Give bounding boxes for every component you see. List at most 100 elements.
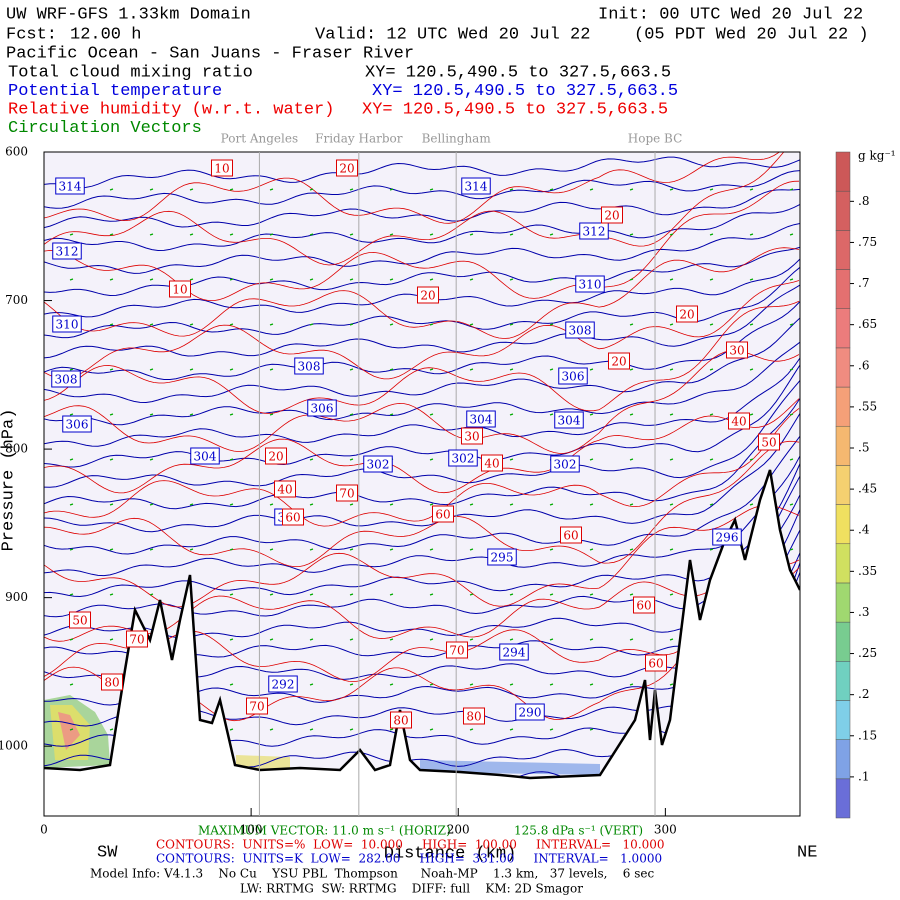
rh-label: 80 xyxy=(466,710,481,724)
rh-label: 40 xyxy=(277,483,292,497)
rh-label-box xyxy=(246,697,268,715)
rh-label: 20 xyxy=(611,355,626,369)
rh-label-box xyxy=(265,447,287,465)
vector xyxy=(269,278,274,281)
rh-label-box xyxy=(282,508,304,526)
vector xyxy=(709,368,714,371)
theta-label: 312 xyxy=(583,225,606,239)
vector xyxy=(109,278,114,281)
vector xyxy=(349,638,354,641)
vector xyxy=(629,233,634,236)
vector xyxy=(509,278,514,281)
vector xyxy=(789,503,794,506)
vector xyxy=(629,683,634,686)
vector xyxy=(389,503,394,506)
rh-contour xyxy=(44,567,800,683)
theta-contour xyxy=(44,455,800,577)
theta-label: 314 xyxy=(465,180,488,194)
vector xyxy=(509,638,514,641)
colorbar-bin xyxy=(835,543,851,584)
vector xyxy=(229,503,234,506)
theta-label: 306 xyxy=(311,402,334,416)
y-tick-label: 700 xyxy=(5,293,28,307)
vector xyxy=(229,728,234,731)
rh-label-box xyxy=(101,673,123,691)
vector xyxy=(509,368,514,371)
theta-contour xyxy=(44,475,800,618)
vector xyxy=(349,728,354,731)
vector xyxy=(789,233,794,236)
vector xyxy=(309,593,314,596)
max-vert: 125.8 dPa s⁻¹ (VERT) xyxy=(514,824,643,838)
rh-label-box xyxy=(336,484,358,502)
vector xyxy=(69,458,74,461)
vector xyxy=(549,548,554,551)
theta-label: 290 xyxy=(519,706,542,720)
colorbar-label: .2 xyxy=(858,687,869,701)
vector xyxy=(509,728,514,731)
theta-label-box xyxy=(62,415,92,433)
vector xyxy=(469,638,474,641)
vector xyxy=(589,638,594,641)
vector xyxy=(149,233,154,236)
y-tick-label: 1000 xyxy=(0,739,28,753)
x-axis-label: Distance (km) xyxy=(384,844,517,863)
vector xyxy=(189,188,194,191)
field-name: Total cloud mixing ratio xyxy=(8,63,253,82)
vector xyxy=(549,413,554,416)
vector xyxy=(589,188,594,191)
rh-label-box xyxy=(126,630,148,648)
rh-label: 10 xyxy=(214,162,229,176)
theta-contour xyxy=(44,341,800,426)
rh-label: 60 xyxy=(648,657,663,671)
vector xyxy=(549,593,554,596)
rh-contour xyxy=(44,152,800,266)
vector xyxy=(389,728,394,731)
colorbar-unit: g kg⁻¹ xyxy=(858,149,896,163)
vector xyxy=(269,548,274,551)
vector xyxy=(469,548,474,551)
vector xyxy=(349,323,354,326)
rh-contour xyxy=(44,350,800,454)
theta-label: 304 xyxy=(194,450,217,464)
theta-label-box xyxy=(554,411,584,429)
vector xyxy=(229,323,234,326)
rh-label-box xyxy=(417,286,439,304)
vector xyxy=(109,188,114,191)
vector xyxy=(229,638,234,641)
y-axis-label: Pressure (hPa) xyxy=(0,409,18,552)
theta-label-box xyxy=(515,703,545,721)
vector xyxy=(189,548,194,551)
rh-label: 60 xyxy=(285,511,300,525)
vector xyxy=(669,368,674,371)
vector xyxy=(229,458,234,461)
vector xyxy=(189,503,194,506)
vector xyxy=(269,593,274,596)
theta-label-box xyxy=(565,321,595,339)
colorbar-bin xyxy=(835,582,851,623)
location-label: Bellingham xyxy=(422,132,492,146)
contours-theta: CONTOURS: UNITS=K LOW= 282.00 HIGH= 331.… xyxy=(156,852,662,866)
vector xyxy=(469,278,474,281)
vector xyxy=(189,233,194,236)
theta-contour xyxy=(44,317,800,404)
vector xyxy=(349,278,354,281)
rh-label-box xyxy=(169,280,191,298)
vector xyxy=(349,458,354,461)
location-label: Port Angeles xyxy=(221,132,298,146)
contours-rh: CONTOURS: UNITS=% LOW= 10.000 HIGH= 100.… xyxy=(156,838,665,852)
vector xyxy=(349,548,354,551)
vector xyxy=(669,323,674,326)
theta-contour xyxy=(44,266,800,339)
vector xyxy=(749,368,754,371)
theta-label: 302 xyxy=(367,458,390,472)
theta-label: 302 xyxy=(554,458,577,472)
theta-contour xyxy=(44,357,800,447)
vector xyxy=(509,503,514,506)
vector xyxy=(429,728,434,731)
theta-label: 306 xyxy=(562,370,585,384)
colorbar-bin xyxy=(835,465,851,505)
vector xyxy=(389,683,394,686)
theta-label-box xyxy=(558,367,588,385)
vector xyxy=(229,368,234,371)
